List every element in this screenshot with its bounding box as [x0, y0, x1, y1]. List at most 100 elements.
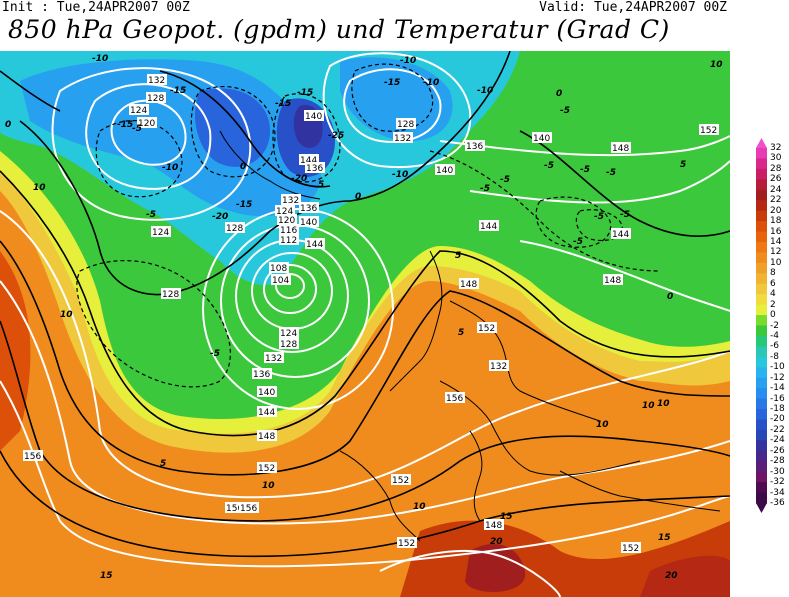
- geopotential-label-bg: [137, 117, 157, 128]
- temperature-label: 5: [458, 328, 464, 338]
- temperature-label: -15: [297, 88, 313, 98]
- temperature-label: -25: [328, 131, 344, 141]
- temperature-label: 0: [5, 120, 11, 130]
- colorbar-tick-label: 22: [770, 195, 782, 206]
- geopotential-label-bg: [611, 228, 631, 239]
- geopotential-label-bg: [397, 537, 417, 548]
- temperature-label: 0: [240, 162, 246, 172]
- colorbar-tick-label: 2: [770, 299, 776, 310]
- geopotential-label-bg: [257, 406, 277, 417]
- geopotential-label: 148: [604, 276, 621, 286]
- geopotential-label: 140: [436, 166, 453, 176]
- geopotential-label: 128: [280, 340, 297, 350]
- colorbar-tick-label: -18: [770, 404, 785, 415]
- map-title: 850 hPa Geopot. (gpdm) und Temperatur (G…: [8, 15, 670, 44]
- temperature-labels: -10-15-15-5-10-5-15-15-20-25-15-20-10-5-…: [5, 54, 723, 581]
- temperature-label: 10: [596, 420, 609, 430]
- geopotential-label: 152: [478, 324, 495, 334]
- geopotential-label-bg: [161, 288, 181, 299]
- temperature-label: 5: [160, 459, 166, 469]
- temperature-label: 10: [60, 310, 73, 320]
- colorbar-tick-label: 16: [770, 226, 782, 237]
- colorbar-tick-label: 12: [770, 247, 782, 258]
- colorbar-swatch: [756, 388, 767, 400]
- geopotential-label: 132: [282, 196, 299, 206]
- temperature-label: 10: [710, 60, 723, 70]
- geopotential-label-bg: [281, 194, 301, 205]
- geopotential-label-bg: [391, 474, 411, 485]
- colorbar-tick-label: -24: [770, 435, 785, 446]
- colorbar-swatch: [756, 179, 767, 191]
- colorbar-tick-label: -22: [770, 424, 785, 435]
- temperature-label: -10: [423, 78, 439, 88]
- geopotential-label-bg: [445, 392, 465, 403]
- geopotential-label: 152: [700, 126, 717, 136]
- colorbar-tick-label: 32: [770, 143, 782, 153]
- colorbar-swatch: [756, 471, 767, 483]
- temperature-label: 20: [665, 571, 678, 581]
- geopotential-label-bg: [489, 360, 509, 371]
- colorbar-swatch: [756, 367, 767, 379]
- geopotential-label: 148: [258, 432, 275, 442]
- geopotential-label-bg: [699, 124, 719, 135]
- colorbar-swatch: [756, 283, 767, 295]
- geopotential-label-bg: [279, 234, 299, 245]
- geopotential-label-bg: [393, 132, 413, 143]
- geopotential-label-bg: [252, 368, 272, 379]
- colorbar-tick-label: 24: [770, 184, 782, 195]
- geopotential-label: 108: [270, 264, 287, 274]
- valid-time: Valid: Tue,24APR2007 00Z: [539, 0, 727, 15]
- temperature-label: -10: [477, 86, 493, 96]
- temperature-colorbar: 32 30 28 26 24 22 20 18 16 14 12 10 8 6 4 2 0 -2 -4 -6 -8 -10…: [752, 138, 788, 513]
- colorbar-tick-label: -28: [770, 456, 785, 467]
- geopotential-label-bg: [146, 92, 166, 103]
- colorbar-bottom-arrow: [756, 503, 767, 513]
- hot-region-core: [465, 543, 526, 592]
- geopotential-label: 136: [300, 204, 317, 214]
- geopotential-label: 128: [162, 290, 179, 300]
- colorbar-tick-label: -8: [770, 351, 779, 362]
- geopotential-label-bg: [603, 274, 623, 285]
- temperature-label: -5: [620, 210, 630, 220]
- geopotential-label-bg: [279, 338, 299, 349]
- coastlines: [219, 130, 721, 542]
- colorbar-tick-label: 8: [770, 268, 776, 279]
- geopotential-label-bg: [279, 224, 299, 235]
- geopotential-label-bg: [611, 142, 631, 153]
- temperature-label: 15: [500, 512, 513, 522]
- warm-region-west: [0, 251, 31, 451]
- geopotential-label: 152: [258, 464, 275, 474]
- geopotential-label: 124: [276, 207, 293, 217]
- colorbar-tick-label: 14: [770, 236, 782, 247]
- colorbar-tick-label: -6: [770, 341, 779, 352]
- init-time: Init : Tue,24APR2007 00Z: [2, 0, 190, 15]
- temperature-label: -5: [544, 161, 554, 171]
- geopotential-label: 128: [397, 120, 414, 130]
- colorbar-tick-label: -16: [770, 393, 785, 404]
- geopotential-label-bg: [264, 352, 284, 363]
- temperature-label: -5: [132, 124, 142, 134]
- geopotential-label-bg: [299, 154, 319, 165]
- geopotential-label-bg: [459, 278, 479, 289]
- geopotential-label: 140: [533, 134, 550, 144]
- colorbar-tick-label: 18: [770, 216, 782, 227]
- geopotential-label-bg: [479, 220, 499, 231]
- geopotential-label-bg: [299, 216, 319, 227]
- colorbar-tick-label: -26: [770, 445, 785, 456]
- colorbar-swatch: [756, 315, 767, 326]
- colorbar-swatch: [756, 482, 767, 494]
- geopotential-label-bg: [129, 104, 149, 115]
- geopotential-label: 148: [612, 144, 629, 154]
- temperature-label: -15: [384, 78, 400, 88]
- colorbar-tick-label: -10: [770, 362, 785, 373]
- geopotential-label-bg: [269, 262, 289, 273]
- weather-map: 132 128 124 120 140 144 128 132 136 140 148 152 124 1…: [0, 51, 730, 597]
- geopotential-label: 132: [265, 354, 282, 364]
- colorbar-top-arrow: [756, 138, 767, 148]
- temperature-label: 15: [100, 571, 113, 581]
- geopotential-label-bg: [477, 322, 497, 333]
- temperature-label: -15: [275, 99, 291, 109]
- geopotential-label: 132: [490, 362, 507, 372]
- colorbar-graphic: [756, 138, 767, 513]
- geopotential-label-bg: [239, 502, 259, 513]
